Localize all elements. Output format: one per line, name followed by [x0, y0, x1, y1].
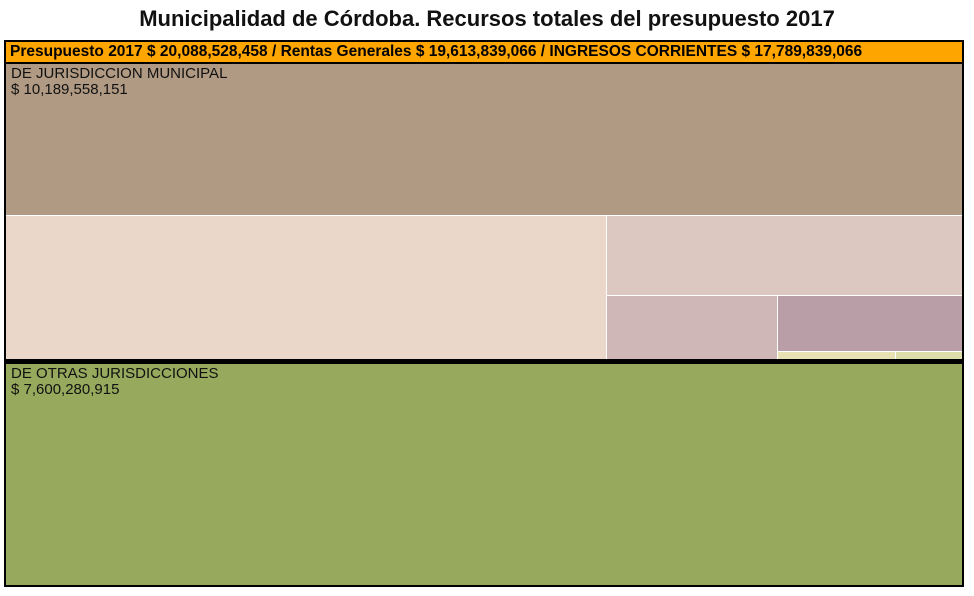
treemap-leaf[interactable] [896, 352, 962, 359]
treemap-group-jurisdiccion-municipal[interactable]: DE JURISDICCION MUNICIPAL $ 10,189,558,1… [6, 64, 962, 359]
chart-title: Municipalidad de Córdoba. Recursos total… [139, 6, 835, 31]
treemap-leaf[interactable] [6, 216, 606, 359]
treemap-leaf[interactable] [778, 296, 962, 351]
treemap-breadcrumb-header[interactable]: Presupuesto 2017 $ 20,088,528,458 / Rent… [6, 42, 962, 62]
treemap-leaf[interactable] [778, 352, 895, 359]
treemap-leaf[interactable] [6, 64, 962, 215]
treemap-chart[interactable]: Presupuesto 2017 $ 20,088,528,458 / Rent… [4, 40, 964, 587]
treemap-leaf[interactable] [6, 364, 962, 585]
treemap-leaf[interactable] [607, 296, 777, 359]
treemap-leaf[interactable] [607, 216, 962, 295]
treemap-group-otras-jurisdicciones[interactable]: DE OTRAS JURISDICCIONES $ 7,600,280,915 [6, 364, 962, 585]
